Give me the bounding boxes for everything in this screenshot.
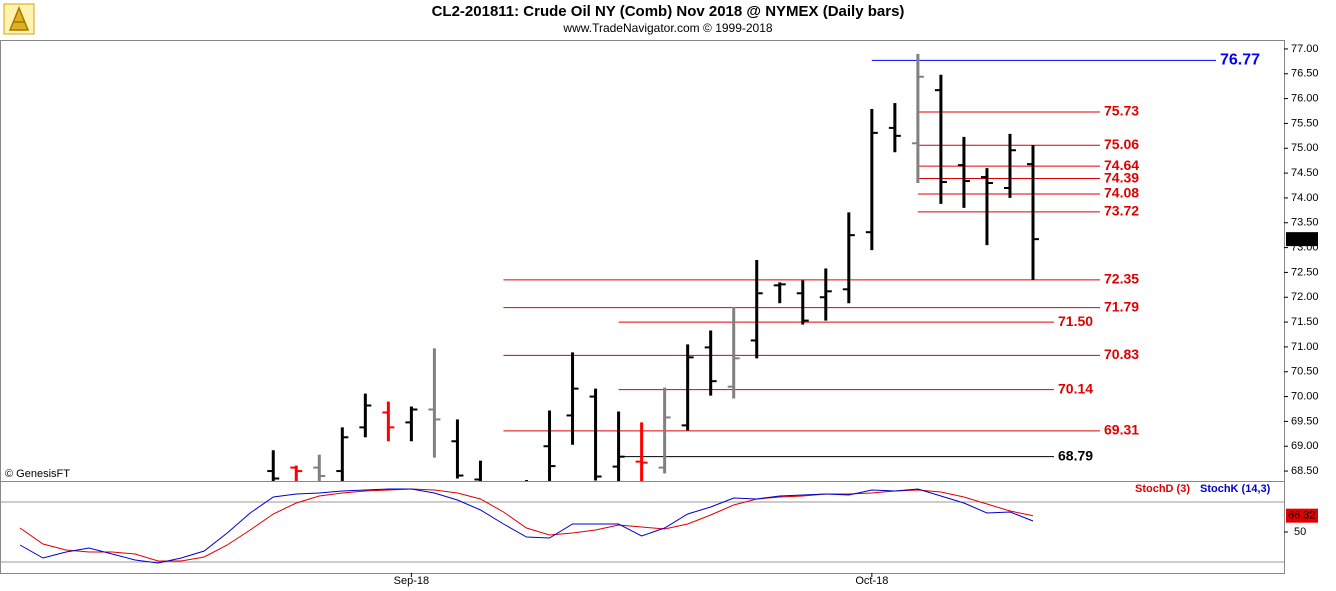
y-tick-label: 68.50 [1291,465,1319,477]
chart-subtitle: www.TradeNavigator.com © 1999-2018 [562,21,772,35]
level-label: 76.77 [1220,52,1260,69]
y-tick-label: 70.50 [1291,366,1319,378]
legend-label: StochK (14,3) [1200,483,1271,495]
y-tick-label: 73.50 [1291,217,1319,229]
y-tick-label: 75.50 [1291,117,1319,129]
level-label: 71.50 [1058,313,1093,329]
chart-title: CL2-201811: Crude Oil NY (Comb) Nov 2018… [432,3,905,20]
stoch-line [19,488,1034,562]
level-label: 75.73 [1104,103,1139,119]
level-label: 71.79 [1104,298,1139,314]
y-tick-label: 76.00 [1291,93,1319,105]
y-tick-label: 70.00 [1291,390,1319,402]
last-value-label: 66.32 [1288,510,1316,522]
level-label: 70.83 [1104,346,1139,362]
level-label: 68.79 [1058,447,1093,463]
level-label: 72.35 [1104,271,1139,287]
level-label: 73.72 [1104,203,1139,219]
last-value-box [1286,508,1318,523]
y-tick-label: 69.00 [1291,440,1319,452]
plot-frame [0,40,1285,574]
stoch-line [19,488,1034,564]
x-tick-label: Sep-18 [394,575,429,587]
level-label: 69.31 [1104,422,1139,438]
y-tick-label: 74.00 [1291,192,1319,204]
level-label: 74.39 [1104,169,1139,185]
legend-label: StochD (3) [1135,483,1190,495]
x-tick-label: Oct-18 [855,575,888,587]
y-tick-label: 75.00 [1291,142,1319,154]
y-tick-label: 50 [1294,526,1306,538]
last-price-label: 73.17 [1288,233,1316,245]
y-tick-label: 71.00 [1291,341,1319,353]
level-label: 70.14 [1058,380,1093,396]
y-tick-label: 69.50 [1291,415,1319,427]
price-panel [267,53,1216,481]
y-tick-label: 77.00 [1291,43,1319,55]
logo [3,3,35,35]
level-label: 74.64 [1104,157,1139,173]
y-tick-label: 76.50 [1291,68,1319,80]
level-label: 75.06 [1104,136,1139,152]
last-price-box [1286,232,1318,247]
y-tick-label: 74.50 [1291,167,1319,179]
y-tick-label: 72.50 [1291,266,1319,278]
stoch-panel [0,488,1284,564]
y-tick-label: 71.50 [1291,316,1319,328]
y-tick-label: 72.00 [1291,291,1319,303]
watermark: © GenesisFT [5,468,70,480]
level-label: 74.08 [1104,185,1139,201]
